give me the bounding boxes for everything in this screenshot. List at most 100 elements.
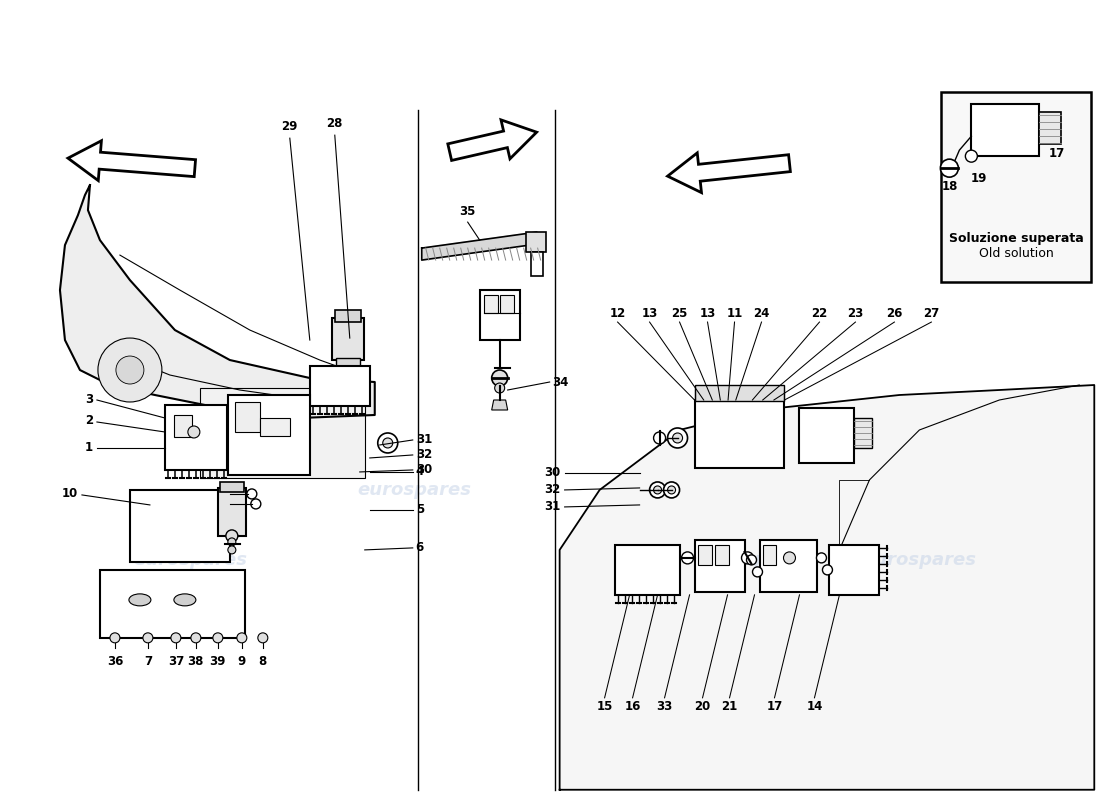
Circle shape xyxy=(495,383,505,393)
Bar xyxy=(130,490,230,562)
Circle shape xyxy=(116,356,144,384)
Text: 2: 2 xyxy=(85,414,92,427)
Bar xyxy=(694,385,784,401)
Bar xyxy=(942,92,1091,282)
Circle shape xyxy=(213,633,223,643)
Polygon shape xyxy=(492,400,508,410)
Bar xyxy=(855,418,872,448)
Text: 22: 22 xyxy=(812,307,827,320)
Bar xyxy=(334,310,361,322)
FancyArrow shape xyxy=(668,153,791,193)
Circle shape xyxy=(741,552,754,564)
Bar xyxy=(530,252,542,276)
FancyArrow shape xyxy=(68,141,196,181)
Text: 13: 13 xyxy=(700,307,716,320)
Text: 13: 13 xyxy=(641,307,658,320)
Text: 15: 15 xyxy=(596,700,613,713)
Text: Old solution: Old solution xyxy=(979,247,1054,260)
Text: 14: 14 xyxy=(806,700,823,713)
Polygon shape xyxy=(60,185,375,418)
Text: 21: 21 xyxy=(722,700,738,713)
Text: 17: 17 xyxy=(767,700,782,713)
Text: eurospares: eurospares xyxy=(862,551,977,569)
Text: 3: 3 xyxy=(85,393,92,406)
Text: 32: 32 xyxy=(416,449,432,462)
Circle shape xyxy=(668,486,675,494)
Bar xyxy=(697,545,712,565)
Text: eurospares: eurospares xyxy=(358,481,472,499)
Bar xyxy=(800,408,855,463)
Circle shape xyxy=(668,428,688,448)
Text: 30: 30 xyxy=(416,463,432,477)
Bar xyxy=(484,295,497,313)
Bar xyxy=(200,388,365,478)
Circle shape xyxy=(492,370,508,386)
Text: 18: 18 xyxy=(942,180,958,193)
Ellipse shape xyxy=(174,594,196,606)
Circle shape xyxy=(257,633,267,643)
Text: 16: 16 xyxy=(625,700,641,713)
Text: 31: 31 xyxy=(544,501,561,514)
Polygon shape xyxy=(421,232,544,260)
Bar xyxy=(218,488,245,536)
FancyArrow shape xyxy=(448,120,537,161)
Bar xyxy=(715,545,728,565)
Circle shape xyxy=(682,552,693,564)
Text: eurospares: eurospares xyxy=(133,551,246,569)
Circle shape xyxy=(377,433,398,453)
Text: 7: 7 xyxy=(144,655,152,668)
Circle shape xyxy=(143,633,153,643)
Bar xyxy=(228,395,310,475)
Text: 38: 38 xyxy=(188,655,205,668)
Text: 6: 6 xyxy=(416,542,424,554)
Bar xyxy=(480,290,519,340)
Bar xyxy=(165,405,227,470)
Circle shape xyxy=(783,552,795,564)
Text: 37: 37 xyxy=(168,655,184,668)
Circle shape xyxy=(940,159,958,177)
Text: 29: 29 xyxy=(282,120,298,133)
Text: 24: 24 xyxy=(754,307,770,320)
Circle shape xyxy=(663,482,680,498)
Bar xyxy=(759,540,817,592)
Polygon shape xyxy=(560,385,1094,790)
Text: 5: 5 xyxy=(416,503,424,517)
Circle shape xyxy=(672,433,683,443)
Circle shape xyxy=(236,633,246,643)
Circle shape xyxy=(653,486,661,494)
Text: 4: 4 xyxy=(416,466,424,478)
Bar xyxy=(260,418,289,436)
Bar xyxy=(174,415,191,437)
Circle shape xyxy=(188,426,200,438)
Bar xyxy=(220,482,244,492)
Bar xyxy=(1040,112,1062,144)
Text: 1: 1 xyxy=(85,442,92,454)
Text: 39: 39 xyxy=(210,655,225,668)
Circle shape xyxy=(653,432,666,444)
Circle shape xyxy=(251,499,261,509)
Text: 33: 33 xyxy=(657,700,673,713)
Text: 10: 10 xyxy=(62,487,78,501)
Bar xyxy=(526,232,546,252)
Text: 31: 31 xyxy=(416,434,432,446)
Circle shape xyxy=(966,150,978,162)
Circle shape xyxy=(228,538,235,546)
Circle shape xyxy=(747,555,757,565)
Circle shape xyxy=(823,565,833,575)
Circle shape xyxy=(191,633,201,643)
Text: 36: 36 xyxy=(107,655,123,668)
Bar xyxy=(615,545,680,595)
Circle shape xyxy=(98,338,162,402)
Circle shape xyxy=(110,633,120,643)
Circle shape xyxy=(383,438,393,448)
Bar xyxy=(971,104,1040,156)
Text: Soluzione superata: Soluzione superata xyxy=(949,232,1084,245)
Text: 17: 17 xyxy=(1049,147,1066,160)
Bar xyxy=(829,545,879,595)
Bar xyxy=(332,318,364,360)
Text: 12: 12 xyxy=(609,307,626,320)
Circle shape xyxy=(246,489,256,499)
Text: 11: 11 xyxy=(726,307,742,320)
Text: 20: 20 xyxy=(694,700,711,713)
Bar xyxy=(762,545,777,565)
